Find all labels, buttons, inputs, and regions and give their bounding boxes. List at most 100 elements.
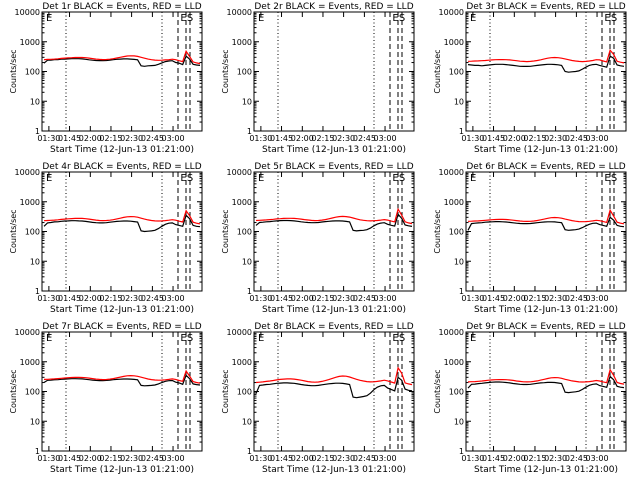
- y-tick-label: 100: [237, 228, 252, 237]
- y-tick-label: 10: [30, 257, 40, 266]
- x-axis-label: Start Time (12-Jun-13 01:21:00): [262, 305, 406, 315]
- x-tick-label: 02:15: [523, 294, 546, 303]
- y-tick-label: 100: [25, 68, 40, 77]
- x-tick-label: 01:45: [58, 294, 81, 303]
- y-axis-label: Counts/sec: [9, 369, 18, 413]
- panel-title: Det 1r BLACK = Events, RED = LLD: [42, 2, 201, 12]
- marker-s: S: [399, 13, 405, 24]
- x-tick-label: 01:30: [37, 134, 60, 143]
- x-tick-label: 02:00: [291, 294, 314, 303]
- y-tick-label: 1000: [20, 198, 40, 207]
- x-tick-label: 02:30: [120, 134, 143, 143]
- x-tick-label: 02:00: [79, 134, 102, 143]
- x-tick-label: 03:00: [374, 134, 397, 143]
- x-tick-label: 03:00: [162, 134, 185, 143]
- y-tick-label: 100: [449, 388, 464, 397]
- panel-title: Det 3r BLACK = Events, RED = LLD: [466, 2, 625, 12]
- y-tick-label: 10: [242, 417, 252, 426]
- lld-series-line: [43, 49, 201, 65]
- marker-e: E: [604, 333, 610, 344]
- events-series-line: [255, 376, 413, 399]
- x-tick-label: 02:45: [141, 134, 164, 143]
- marker-e: E: [604, 173, 610, 184]
- x-tick-label: 01:45: [482, 454, 505, 463]
- y-tick-label: 1000: [444, 358, 464, 367]
- x-tick-label: 01:45: [270, 454, 293, 463]
- x-tick-label: 02:45: [565, 134, 588, 143]
- y-tick-label: 10: [30, 417, 40, 426]
- y-tick-label: 10000: [439, 8, 464, 17]
- x-tick-label: 02:45: [353, 294, 376, 303]
- y-tick-label: 10000: [439, 168, 464, 177]
- x-axis-label: Start Time (12-Jun-13 01:21:00): [474, 305, 618, 315]
- x-tick-label: 01:45: [58, 454, 81, 463]
- x-tick-label: 01:30: [461, 134, 484, 143]
- events-series-line: [467, 375, 625, 394]
- events-series-line: [43, 214, 201, 233]
- y-tick-label: 1000: [232, 38, 252, 47]
- x-tick-label: 03:00: [586, 294, 609, 303]
- x-tick-label: 03:00: [586, 134, 609, 143]
- y-tick-label: 100: [25, 228, 40, 237]
- x-tick-label: 02:30: [544, 134, 567, 143]
- x-tick-label: 02:15: [523, 134, 546, 143]
- y-tick-label: 1000: [444, 38, 464, 47]
- marker-e: E: [392, 333, 398, 344]
- x-axis-label: Start Time (12-Jun-13 01:21:00): [474, 465, 618, 475]
- x-tick-label: 01:45: [270, 294, 293, 303]
- x-tick-label: 03:00: [162, 454, 185, 463]
- x-tick-label: 01:45: [482, 134, 505, 143]
- marker-e-left: E: [470, 173, 476, 184]
- y-tick-label: 1: [459, 447, 464, 456]
- panel-8: Det 8r BLACK = Events, RED = LLD 1 10 100 10…: [221, 322, 415, 475]
- marker-e: E: [392, 13, 398, 24]
- x-tick-label: 02:30: [332, 454, 355, 463]
- y-tick-label: 1: [35, 447, 40, 456]
- panel-title: Det 9r BLACK = Events, RED = LLD: [466, 322, 625, 332]
- y-tick-label: 10: [454, 97, 464, 106]
- x-tick-label: 02:15: [99, 134, 122, 143]
- panel-7: Det 7r BLACK = Events, RED = LLD 1 10 100 10…: [9, 322, 203, 475]
- panel-1: Det 1r BLACK = Events, RED = LLD 1 10 100 10…: [9, 2, 203, 155]
- lld-series-line: [467, 48, 625, 64]
- y-axis-label: Counts/sec: [9, 49, 18, 93]
- marker-s: S: [187, 13, 193, 24]
- y-tick-label: 10000: [15, 168, 40, 177]
- x-tick-label: 02:45: [353, 134, 376, 143]
- marker-e-left: E: [46, 13, 52, 24]
- marker-e: E: [604, 13, 610, 24]
- x-tick-label: 02:00: [503, 294, 526, 303]
- y-tick-label: 1000: [232, 358, 252, 367]
- panel-4: Det 4r BLACK = Events, RED = LLD 1 10 100 10…: [9, 162, 203, 315]
- y-tick-label: 1000: [232, 198, 252, 207]
- marker-s: S: [187, 173, 193, 184]
- x-tick-label: 02:00: [503, 134, 526, 143]
- x-axis-label: Start Time (12-Jun-13 01:21:00): [262, 145, 406, 155]
- x-tick-label: 01:45: [482, 294, 505, 303]
- y-tick-label: 10: [30, 97, 40, 106]
- y-tick-label: 1: [459, 127, 464, 136]
- x-tick-label: 03:00: [374, 454, 397, 463]
- lld-series-line: [255, 366, 413, 386]
- y-axis-label: Counts/sec: [433, 49, 442, 93]
- y-tick-label: 10: [242, 97, 252, 106]
- y-tick-label: 10000: [227, 328, 252, 337]
- marker-e: E: [180, 13, 186, 24]
- y-axis-label: Counts/sec: [9, 209, 18, 253]
- y-tick-label: 10: [454, 417, 464, 426]
- x-tick-label: 02:00: [79, 294, 102, 303]
- x-tick-label: 02:15: [99, 294, 122, 303]
- events-series-line: [467, 216, 625, 231]
- x-tick-label: 02:45: [141, 294, 164, 303]
- x-tick-label: 01:45: [270, 134, 293, 143]
- panel-2: Det 2r BLACK = Events, RED = LLD 1 10 100 10…: [221, 2, 415, 155]
- y-axis-label: Counts/sec: [221, 369, 230, 413]
- x-tick-label: 01:30: [37, 454, 60, 463]
- x-tick-label: 02:30: [120, 294, 143, 303]
- x-tick-label: 02:45: [353, 454, 376, 463]
- y-tick-label: 100: [237, 388, 252, 397]
- x-tick-label: 02:15: [99, 454, 122, 463]
- y-tick-label: 1000: [20, 38, 40, 47]
- x-tick-label: 01:30: [461, 294, 484, 303]
- marker-s: S: [399, 333, 405, 344]
